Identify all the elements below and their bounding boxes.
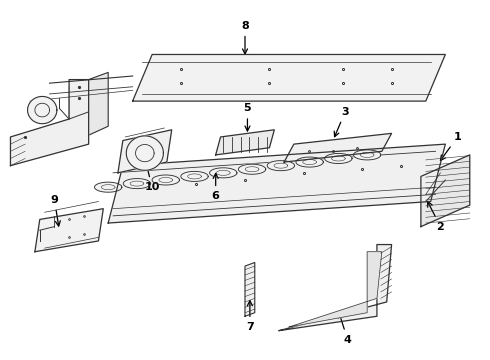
Text: 9: 9 [50, 195, 60, 226]
Polygon shape [353, 150, 381, 160]
Polygon shape [35, 209, 103, 252]
Polygon shape [245, 262, 255, 316]
Polygon shape [181, 171, 208, 181]
Polygon shape [289, 252, 382, 327]
Text: 1: 1 [441, 132, 462, 161]
Polygon shape [10, 80, 89, 166]
Polygon shape [133, 54, 445, 101]
Polygon shape [27, 96, 57, 124]
Polygon shape [216, 130, 274, 155]
Text: 8: 8 [241, 21, 249, 54]
Polygon shape [126, 136, 163, 170]
Text: 2: 2 [428, 202, 444, 231]
Text: 6: 6 [212, 174, 220, 201]
Polygon shape [69, 72, 108, 144]
Text: 5: 5 [244, 103, 251, 131]
Text: 4: 4 [338, 313, 351, 345]
Polygon shape [296, 157, 323, 167]
Polygon shape [123, 179, 150, 189]
Polygon shape [108, 144, 445, 223]
Text: 10: 10 [145, 162, 160, 192]
Polygon shape [279, 244, 392, 330]
Polygon shape [95, 182, 122, 192]
Polygon shape [118, 130, 172, 173]
Polygon shape [421, 155, 470, 226]
Polygon shape [152, 175, 179, 185]
Polygon shape [239, 164, 266, 174]
Polygon shape [284, 134, 392, 162]
Text: 3: 3 [334, 107, 349, 137]
Text: 7: 7 [246, 301, 254, 332]
Polygon shape [267, 161, 294, 171]
Polygon shape [325, 153, 352, 163]
Polygon shape [210, 168, 237, 178]
